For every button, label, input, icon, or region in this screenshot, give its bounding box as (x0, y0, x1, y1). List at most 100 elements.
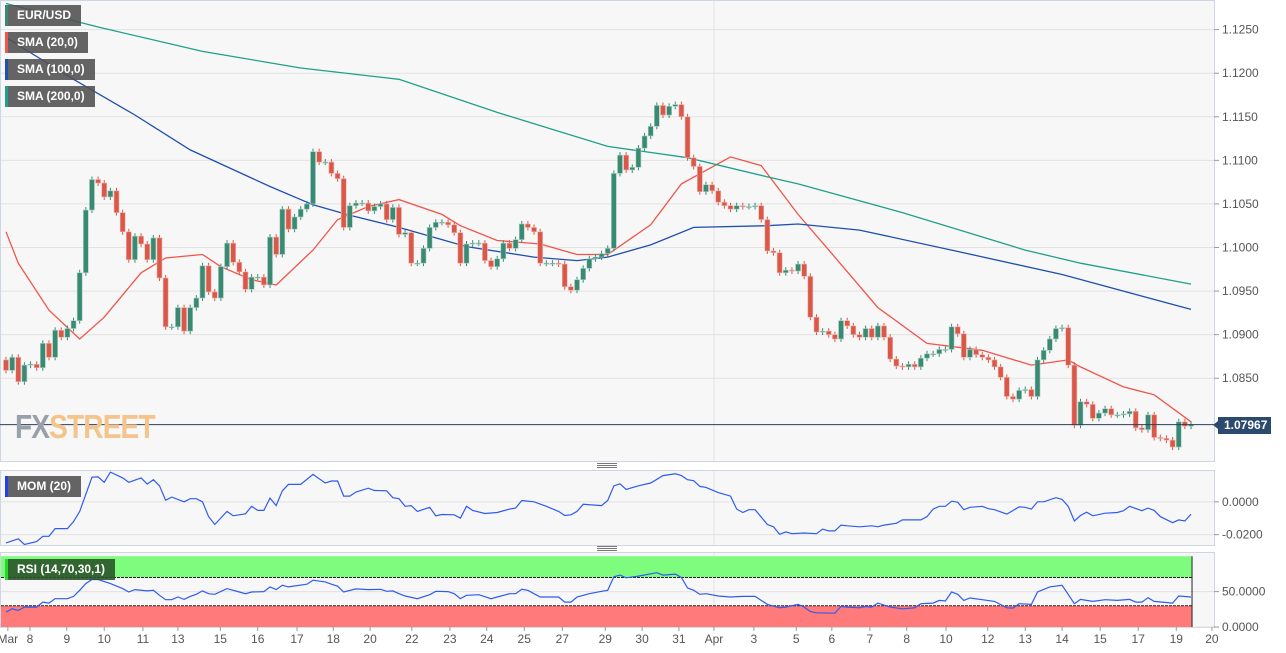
candle-bearish[interactable] (801, 263, 808, 277)
candle-bearish[interactable] (365, 202, 372, 212)
candle-bullish[interactable] (635, 147, 642, 168)
candle-bearish[interactable] (285, 208, 292, 230)
candle-bearish[interactable] (58, 329, 65, 338)
candle-bearish[interactable] (3, 359, 9, 371)
candle-bearish[interactable] (568, 286, 574, 291)
candle-bullish[interactable] (500, 242, 507, 260)
candle-bullish[interactable] (132, 235, 138, 260)
candle-bearish[interactable] (537, 231, 543, 264)
candle-bearish[interactable] (1089, 404, 1096, 419)
candle-bearish[interactable] (15, 356, 22, 382)
candle-bullish[interactable] (666, 106, 672, 116)
candle-bullish[interactable] (359, 202, 365, 205)
candle-bullish[interactable] (752, 205, 758, 207)
candle-bearish[interactable] (825, 330, 832, 335)
candle-bullish[interactable] (1040, 350, 1047, 361)
candle-bullish[interactable] (586, 258, 593, 269)
price-panel[interactable] (0, 0, 1215, 462)
candle-bullish[interactable] (89, 179, 95, 211)
candle-bullish[interactable] (187, 307, 193, 332)
candle-bearish[interactable] (482, 242, 488, 261)
candle-bearish[interactable] (531, 227, 537, 233)
candle-bearish[interactable] (954, 326, 961, 335)
candle-bearish[interactable] (181, 307, 187, 332)
candle-bearish[interactable] (46, 343, 52, 358)
legend-mom[interactable]: MOM (20) (5, 476, 81, 497)
candle-bullish[interactable] (1022, 389, 1029, 391)
candle-bearish[interactable] (690, 157, 697, 167)
candle-bullish[interactable] (175, 307, 181, 328)
candle-bullish[interactable] (291, 216, 298, 230)
candle-bullish[interactable] (703, 184, 709, 193)
candle-bearish[interactable] (1065, 327, 1072, 366)
candle-bullish[interactable] (543, 262, 550, 265)
candle-bullish[interactable] (967, 349, 973, 358)
candle-bullish[interactable] (948, 326, 955, 350)
candle-bullish[interactable] (819, 330, 826, 333)
candle-bullish[interactable] (469, 242, 476, 245)
candle-bullish[interactable] (862, 328, 869, 338)
candle-bearish[interactable] (316, 151, 322, 163)
candle-bearish[interactable] (739, 205, 746, 207)
candle-bearish[interactable] (1010, 396, 1016, 400)
candle-bearish[interactable] (727, 205, 734, 210)
candle-bearish[interactable] (1139, 427, 1145, 430)
candle-bullish[interactable] (604, 248, 611, 254)
candle-bullish[interactable] (654, 105, 660, 127)
candle-bullish[interactable] (9, 356, 15, 371)
candle-bullish[interactable] (746, 206, 752, 208)
candle-bearish[interactable] (334, 173, 341, 179)
candle-bearish[interactable] (1083, 401, 1090, 405)
candle-bearish[interactable] (776, 252, 783, 274)
candle-bullish[interactable] (224, 242, 230, 267)
candle-bullish[interactable] (426, 227, 433, 249)
legend-sma100[interactable]: SMA (100,0) (5, 59, 95, 80)
candle-bearish[interactable] (985, 356, 992, 361)
candle-bullish[interactable] (420, 248, 427, 264)
candle-bullish[interactable] (377, 203, 384, 207)
candle-bullish[interactable] (199, 265, 206, 299)
candle-bullish[interactable] (1077, 401, 1084, 426)
candle-bullish[interactable] (310, 151, 316, 205)
candle-bullish[interactable] (518, 223, 525, 240)
candle-bullish[interactable] (1059, 327, 1065, 329)
candle-bearish[interactable] (242, 271, 249, 290)
candle-bearish[interactable] (856, 334, 863, 338)
candle-bullish[interactable] (580, 268, 586, 281)
candle-bearish[interactable] (340, 178, 347, 228)
candle-bullish[interactable] (322, 161, 329, 164)
candle-bearish[interactable] (119, 212, 126, 233)
candle-bearish[interactable] (156, 237, 163, 279)
legend-sma200[interactable]: SMA (200,0) (5, 86, 95, 107)
candle-bearish[interactable] (144, 243, 151, 260)
candle-bullish[interactable] (1047, 338, 1053, 351)
candle-bullish[interactable] (905, 363, 912, 368)
candle-bullish[interactable] (512, 239, 519, 249)
candle-bullish[interactable] (297, 208, 304, 218)
candle-bearish[interactable] (887, 336, 893, 360)
candle-bullish[interactable] (629, 167, 636, 171)
candle-bearish[interactable] (162, 277, 169, 328)
candle-bearish[interactable] (1182, 421, 1188, 427)
candle-bullish[interactable] (402, 232, 408, 235)
candle-bearish[interactable] (1028, 389, 1035, 397)
candle-bearish[interactable] (211, 291, 218, 299)
panel-resize-handle-mom[interactable] (597, 463, 617, 468)
candle-bullish[interactable] (218, 266, 224, 299)
candle-bullish[interactable] (83, 209, 89, 274)
candle-bearish[interactable] (101, 182, 108, 198)
candle-bullish[interactable] (64, 328, 71, 338)
candle-bearish[interactable] (697, 166, 703, 193)
candle-bearish[interactable] (911, 363, 918, 368)
candle-bullish[interactable] (1016, 390, 1022, 400)
candle-bearish[interactable] (1169, 439, 1176, 448)
candle-bullish[interactable] (279, 208, 286, 255)
candle-bearish[interactable] (236, 262, 243, 273)
candle-bullish[interactable] (347, 205, 353, 228)
candle-bullish[interactable] (1126, 411, 1133, 415)
candle-bullish[interactable] (304, 203, 310, 210)
candle-bearish[interactable] (230, 242, 236, 263)
candle-bearish[interactable] (1157, 437, 1164, 439)
legend-rsi[interactable]: RSI (14,70,30,1) (5, 559, 116, 580)
